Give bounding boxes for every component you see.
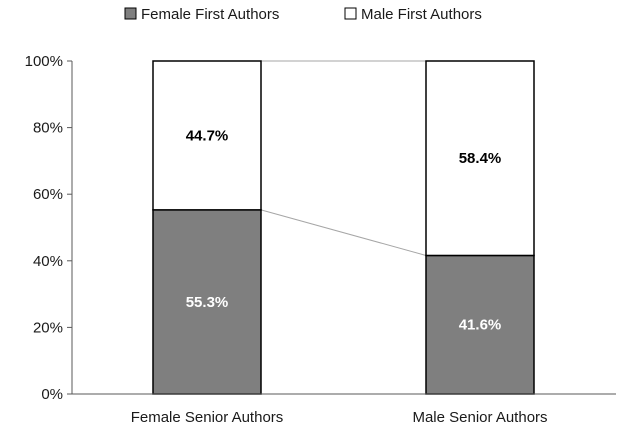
data-label: 58.4% [459, 150, 502, 167]
y-tick-label: 60% [33, 186, 63, 203]
y-tick-label: 20% [33, 319, 63, 336]
y-tick-label: 0% [41, 386, 63, 403]
bar-segment [425, 60, 535, 257]
y-axis: 0% 20% 40% 60% 80% 100% [25, 53, 73, 403]
series-line-0 [260, 209, 427, 256]
legend-label-female-first-authors: Female First Authors [141, 6, 279, 23]
data-label: 41.6% [459, 317, 502, 334]
data-label: 55.3% [186, 294, 229, 311]
y-tick-label: 40% [33, 253, 63, 270]
x-tick-label: Male Senior Authors [412, 409, 547, 426]
series-lines [260, 60, 427, 256]
bars: 55.3% 44.7% 41.6% 58.4% [152, 60, 535, 395]
legend: Female First Authors Male First Authors [124, 6, 482, 23]
bar-segment [425, 254, 535, 395]
data-label: 44.7% [186, 127, 229, 144]
x-axis: Female Senior Authors Male Senior Authors [72, 393, 616, 426]
bar-segment [152, 60, 262, 211]
y-tick-label: 80% [33, 120, 63, 137]
legend-swatch-male-first-authors [344, 7, 357, 20]
x-tick-label: Female Senior Authors [131, 409, 284, 426]
bar-segment [152, 209, 262, 395]
y-tick-label: 100% [25, 53, 63, 70]
legend-swatch-female-first-authors [124, 7, 137, 20]
legend-label-male-first-authors: Male First Authors [361, 6, 482, 23]
